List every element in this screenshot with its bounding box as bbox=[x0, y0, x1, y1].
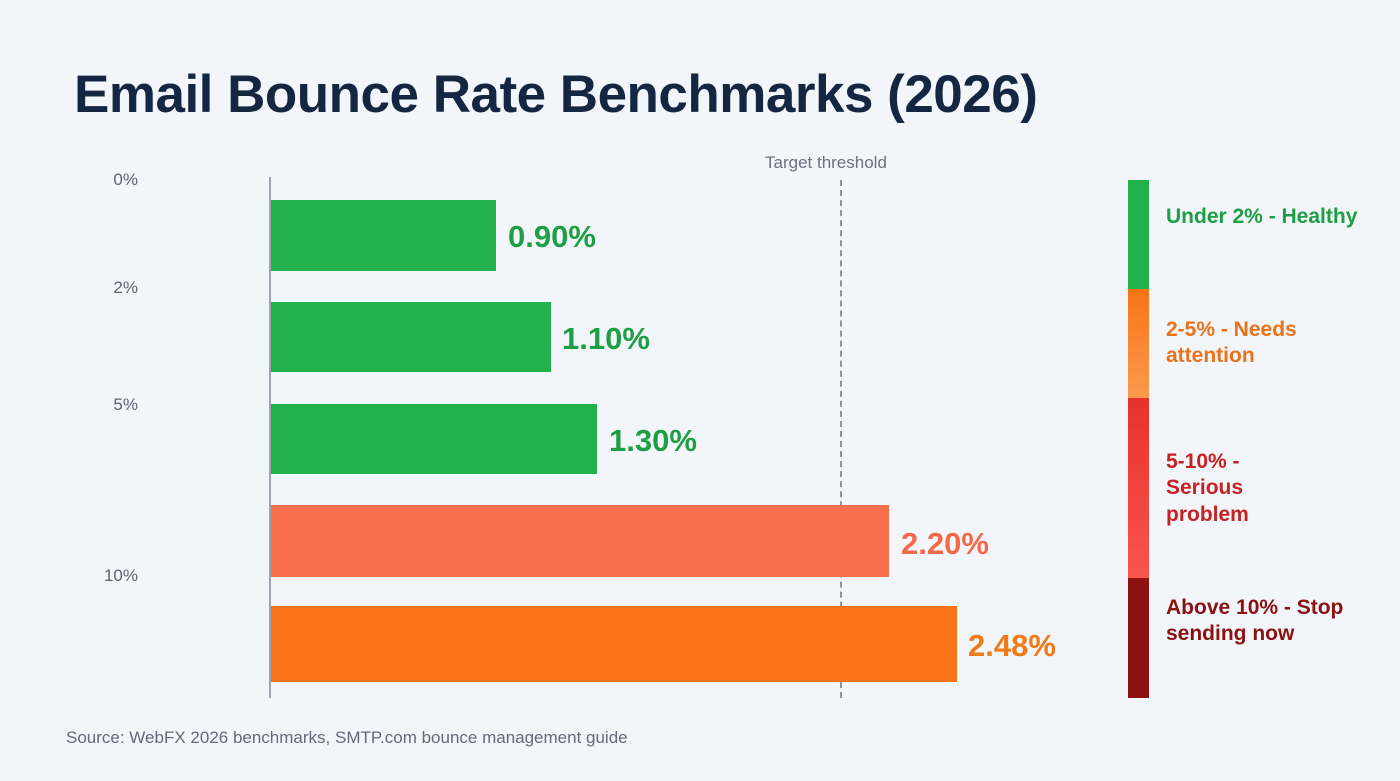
bar-value-label: 1.30% bbox=[609, 423, 697, 458]
severity-segment-healthy[interactable] bbox=[1128, 180, 1149, 289]
bar-value-label: 2.48% bbox=[968, 628, 1056, 663]
page-title: Email Bounce Rate Benchmarks (2026) bbox=[74, 65, 1038, 124]
target-threshold-line bbox=[840, 180, 842, 698]
bar-advertising[interactable] bbox=[271, 302, 551, 372]
legend-label-stop-sending: Above 10% - Stop sending now bbox=[1166, 596, 1344, 646]
bar-value-label: 1.10% bbox=[562, 321, 650, 356]
source-note: Source: WebFX 2026 benchmarks, SMTP.com … bbox=[66, 728, 628, 747]
severity-segment-stop-sending[interactable] bbox=[1128, 578, 1149, 698]
bar-value-label: 2.20% bbox=[901, 526, 989, 561]
target-threshold-label: Target threshold bbox=[765, 153, 887, 172]
legend-tick-10: 10% bbox=[103, 566, 138, 585]
legend-label-healthy: Under 2% - Healthy bbox=[1166, 205, 1358, 228]
legend-label-serious: 5-10% - Serious problem bbox=[1166, 450, 1249, 526]
y-axis-line bbox=[269, 177, 271, 698]
severity-gradient-bar bbox=[1128, 180, 1149, 698]
bar-value-label: 0.90% bbox=[508, 219, 596, 254]
bar-government[interactable] bbox=[271, 404, 597, 474]
bar-construction-manufacturing[interactable] bbox=[271, 505, 889, 577]
legend-label-needs-attention: 2-5% - Needs attention bbox=[1166, 318, 1297, 368]
bar-it-tech-software[interactable] bbox=[271, 200, 496, 271]
legend-tick-0: 0% bbox=[113, 170, 138, 189]
bar-all-industries-average[interactable] bbox=[271, 606, 957, 682]
severity-segment-serious[interactable] bbox=[1128, 398, 1149, 578]
severity-segment-needs-attention[interactable] bbox=[1128, 289, 1149, 398]
legend-tick-2: 2% bbox=[113, 278, 138, 297]
legend-tick-5: 5% bbox=[113, 395, 138, 414]
